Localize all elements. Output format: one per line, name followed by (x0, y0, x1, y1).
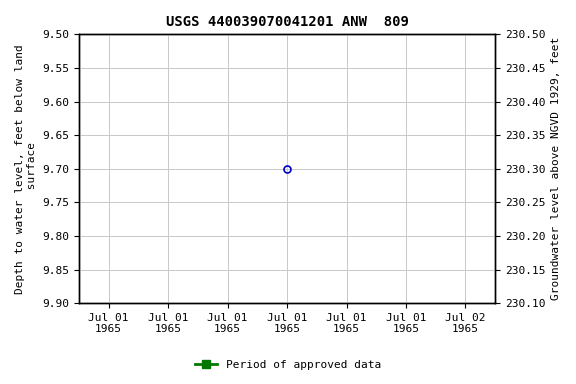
Legend: Period of approved data: Period of approved data (191, 356, 385, 375)
Y-axis label: Groundwater level above NGVD 1929, feet: Groundwater level above NGVD 1929, feet (551, 37, 561, 300)
Y-axis label: Depth to water level, feet below land
 surface: Depth to water level, feet below land su… (15, 44, 37, 294)
Title: USGS 440039070041201 ANW  809: USGS 440039070041201 ANW 809 (166, 15, 408, 29)
